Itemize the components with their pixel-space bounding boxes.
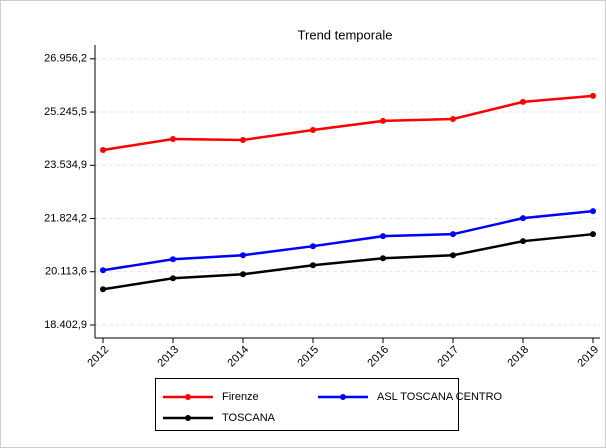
point (100, 286, 106, 293)
point (380, 255, 386, 262)
y-tick-label: 21.824,2 (44, 212, 87, 224)
legend-marker (185, 394, 191, 400)
point (100, 147, 106, 154)
legend-marker (340, 394, 346, 400)
series-line (102, 209, 594, 272)
y-tick-label: 25.245,5 (44, 106, 87, 118)
point (520, 238, 526, 245)
point (170, 135, 176, 142)
point (240, 136, 246, 143)
point (590, 92, 596, 99)
y-tick-label: 26.956,2 (44, 53, 87, 65)
series-line (102, 232, 594, 291)
point (450, 252, 456, 259)
point (170, 275, 176, 282)
point (310, 262, 316, 269)
legend-label: TOSCANA (222, 412, 276, 424)
point (380, 233, 386, 240)
legend-box (155, 378, 459, 431)
point (380, 117, 386, 124)
point (520, 98, 526, 105)
point (100, 267, 106, 274)
point (240, 252, 246, 259)
point (310, 126, 316, 133)
legend-label: Firenze (222, 391, 259, 403)
point (450, 231, 456, 238)
point (170, 256, 176, 263)
point (450, 115, 456, 122)
point (590, 208, 596, 215)
y-tick-label: 18.402,9 (44, 319, 87, 331)
y-tick-label: 20.113,6 (45, 266, 87, 278)
point (520, 215, 526, 222)
point (310, 243, 316, 250)
chart-title: Trend temporale (298, 27, 393, 42)
point (240, 271, 246, 278)
series-line (102, 94, 594, 152)
y-tick-label: 23.534,9 (44, 159, 87, 171)
legend-marker (185, 415, 191, 421)
point (590, 231, 596, 238)
legend-label: ASL TOSCANA CENTRO (377, 391, 503, 403)
